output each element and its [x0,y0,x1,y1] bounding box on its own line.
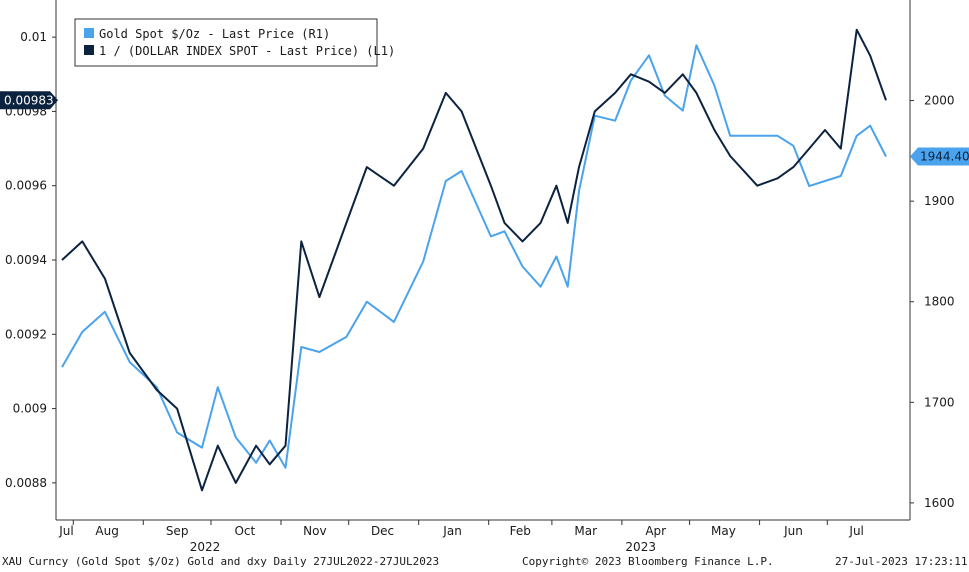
left-tick-label: 0.009 [13,402,47,416]
x-month-label: Jul [848,524,863,538]
x-month-label: Apr [645,524,666,538]
left-last-value-flag: 0.00983 [0,91,58,110]
legend: Gold Spot $/Oz - Last Price (R1) 1 / (DO… [74,18,395,67]
x-year-label: 2022 [190,540,221,554]
right-tick-label: 1900 [924,194,955,208]
x-month-label: Jul [58,524,73,538]
left-tick-label: 0.0094 [5,253,47,267]
x-month-label: Oct [234,524,255,538]
x-month-label: Feb [510,524,531,538]
left-tick-label: 0.0096 [5,179,47,193]
right-tick-label: 1700 [924,395,955,409]
legend-label-gold: Gold Spot $/Oz - Last Price (R1) [99,27,330,41]
x-month-label: Aug [95,524,118,538]
x-month-label: Dec [371,524,394,538]
right-tick-label: 2000 [924,94,955,108]
left-last-value-text: 0.00983 [4,93,54,107]
x-month-label: Mar [574,524,597,538]
left-tick-label: 0.0092 [5,327,47,341]
right-tick-label: 1800 [924,295,955,309]
x-month-label: Jun [783,524,803,538]
series-layer [61,28,887,492]
left-tick-label: 0.0088 [5,476,47,490]
left-tick-label: 0.01 [20,30,47,44]
right-last-value-text: 1944.40 [920,150,969,164]
footer-center: Copyright© 2023 Bloomberg Finance L.P. [522,555,774,568]
legend-swatch-dxy [84,45,94,55]
dxy-series-line [61,28,887,492]
x-month-label: Sep [166,524,189,538]
footer-left: XAU Curncy (Gold Spot $/Oz) Gold and dxy… [2,555,440,568]
x-month-label: Nov [303,524,326,538]
x-axis-ticks: Jul Aug Sep Oct Nov Dec Jan Feb Mar Apr May Jun Jul 2… [58,520,864,554]
right-last-value-flag: 1944.40 [910,147,969,166]
x-year-label: 2023 [625,540,656,554]
legend-label-dxy: 1 / (DOLLAR INDEX SPOT - Last Price) (L1… [99,44,395,58]
x-month-label: Jan [442,524,462,538]
footer-right: 27-Jul-2023 17:23:11 [835,555,968,568]
legend-swatch-gold [84,28,94,38]
legend-box [74,18,378,67]
gold-series-line [61,44,887,469]
right-axis-ticks: 1600 1700 1800 1900 2000 [910,94,955,510]
x-month-label: May [711,524,736,538]
right-tick-label: 1600 [924,496,955,510]
